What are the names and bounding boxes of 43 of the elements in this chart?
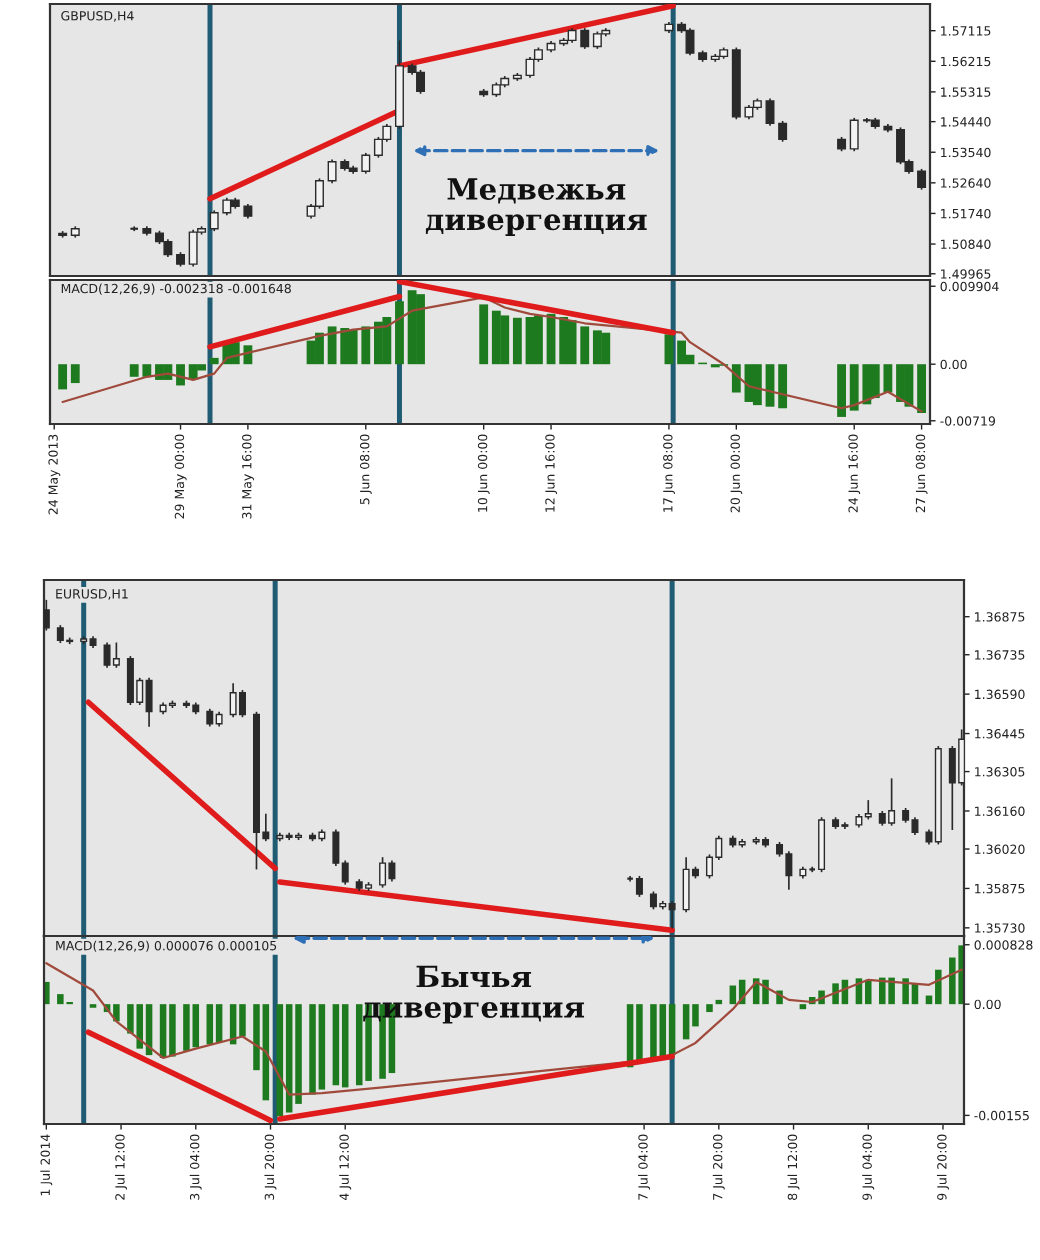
bar: [206, 1004, 214, 1045]
bar: [341, 1004, 349, 1088]
bar: [197, 364, 206, 371]
candlestick: [635, 875, 643, 898]
bar: [592, 330, 602, 365]
candlestick: [416, 69, 426, 95]
candlestick: [685, 27, 695, 57]
candlestick: [188, 228, 198, 268]
bar: [731, 364, 741, 393]
bar: [70, 364, 80, 384]
bar: [799, 1004, 807, 1010]
candlestick: [765, 97, 775, 127]
bar: [479, 304, 489, 365]
bar: [601, 332, 611, 365]
bar: [382, 316, 392, 365]
bar: [332, 1004, 340, 1086]
bar: [416, 294, 425, 365]
candlestick: [238, 689, 246, 719]
bar: [677, 340, 686, 365]
candlestick: [849, 117, 859, 153]
bar: [491, 310, 501, 365]
line-series: [45, 962, 963, 1096]
bar: [752, 364, 762, 406]
bar: [512, 317, 522, 365]
bar: [917, 364, 926, 413]
candlestick: [112, 641, 120, 669]
bar: [559, 316, 569, 365]
bar: [864, 979, 872, 1005]
line-series: [61, 296, 923, 413]
bar: [500, 315, 510, 365]
annotation: Медвежья дивергенция: [425, 178, 647, 236]
candlestick: [778, 120, 788, 143]
bar: [315, 332, 324, 365]
candlestick: [379, 856, 387, 889]
bar: [534, 315, 543, 365]
bar: [896, 364, 905, 402]
bar: [706, 1004, 713, 1013]
bar: [525, 316, 535, 365]
bar: [395, 301, 404, 365]
bar: [58, 364, 68, 390]
bar: [778, 364, 788, 409]
candlestick: [948, 745, 956, 831]
bar: [837, 364, 846, 417]
